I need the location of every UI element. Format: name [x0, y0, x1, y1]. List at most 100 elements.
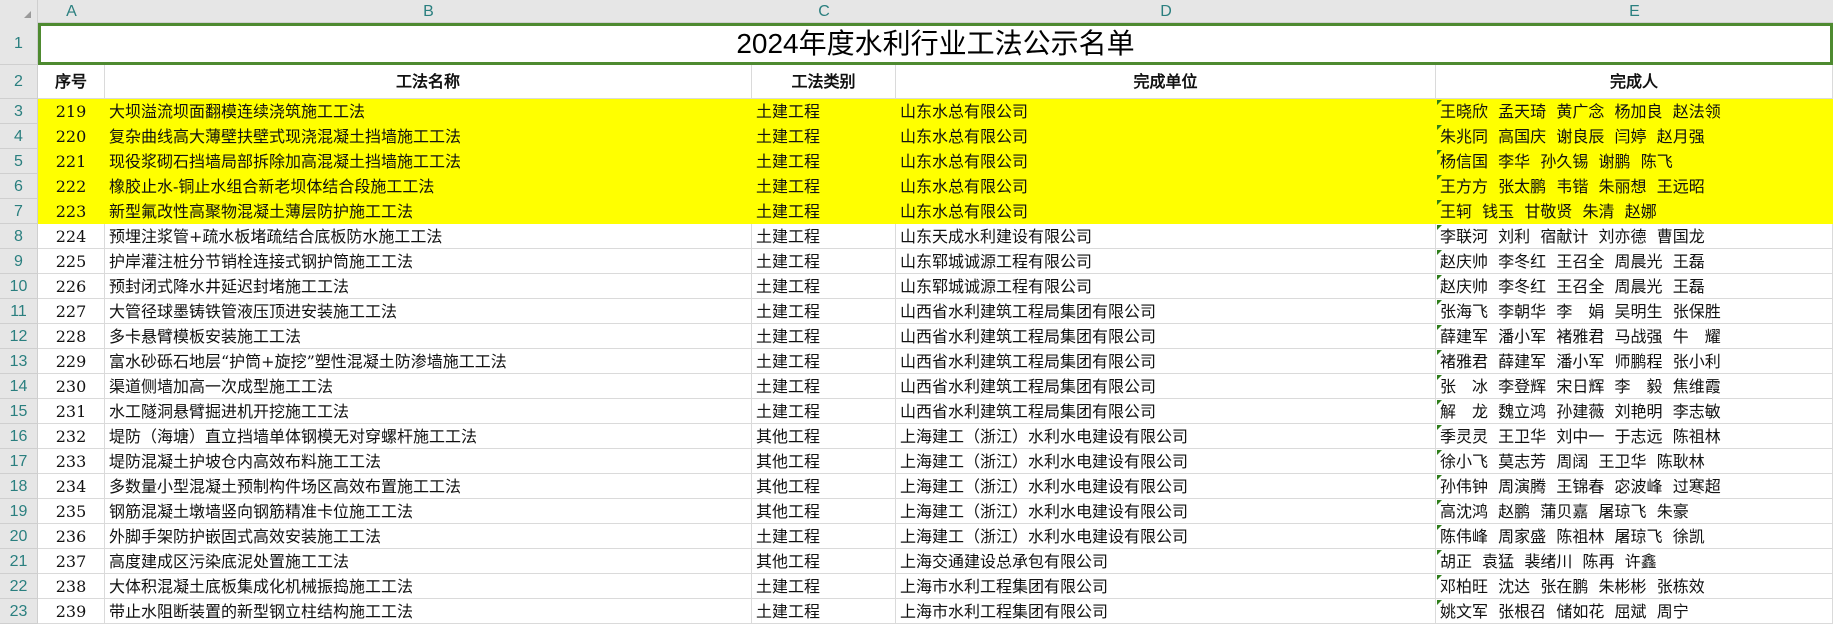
header-no[interactable]: 序号 [38, 65, 105, 99]
cell-no[interactable]: 235 [38, 499, 105, 524]
header-name[interactable]: 工法名称 [105, 65, 752, 99]
header-people[interactable]: 完成人 [1436, 65, 1833, 99]
cell-name[interactable]: 复杂曲线高大薄壁扶壁式现浇混凝土挡墙施工工法 [105, 124, 752, 149]
cell-no[interactable]: 230 [38, 374, 105, 399]
cell-unit[interactable]: 上海交通建设总承包有限公司 [896, 549, 1436, 574]
cell-unit[interactable]: 上海市水利工程集团有限公司 [896, 599, 1436, 624]
cell-name[interactable]: 新型氟改性高聚物混凝土薄层防护施工工法 [105, 199, 752, 224]
cell-no[interactable]: 220 [38, 124, 105, 149]
cell-unit[interactable]: 山西省水利建筑工程局集团有限公司 [896, 399, 1436, 424]
cell-category[interactable]: 土建工程 [752, 124, 896, 149]
cell-unit[interactable]: 上海建工（浙江）水利水电建设有限公司 [896, 524, 1436, 549]
cell-people[interactable]: 季灵灵 王卫华 刘中一 于志远 陈祖林 [1436, 424, 1833, 449]
row-header[interactable]: 3 [0, 99, 38, 124]
cell-category[interactable]: 土建工程 [752, 374, 896, 399]
cell-category[interactable]: 土建工程 [752, 99, 896, 124]
cell-category[interactable]: 土建工程 [752, 299, 896, 324]
cell-name[interactable]: 大体积混凝土底板集成化机械振捣施工工法 [105, 574, 752, 599]
cell-people[interactable]: 邓柏旺 沈达 张在鹏 朱彬彬 张栋效 [1436, 574, 1833, 599]
cell-no[interactable]: 236 [38, 524, 105, 549]
cell-no[interactable]: 225 [38, 249, 105, 274]
cell-people[interactable]: 陈伟峰 周家盛 陈祖林 屠琼飞 徐凯 [1436, 524, 1833, 549]
cell-people[interactable]: 姚文军 张根召 储如花 屈斌 周宁 [1436, 599, 1833, 624]
row-header[interactable]: 22 [0, 574, 38, 599]
cell-no[interactable]: 227 [38, 299, 105, 324]
cell-unit[interactable]: 上海建工（浙江）水利水电建设有限公司 [896, 424, 1436, 449]
cell-category[interactable]: 土建工程 [752, 224, 896, 249]
column-header-b[interactable]: B [105, 0, 752, 23]
cell-people[interactable]: 徐小飞 莫志芳 周阔 王卫华 陈耿林 [1436, 449, 1833, 474]
row-header[interactable]: 5 [0, 149, 38, 174]
cell-name[interactable]: 多卡悬臂模板安装施工工法 [105, 324, 752, 349]
row-header[interactable]: 19 [0, 499, 38, 524]
row-header[interactable]: 18 [0, 474, 38, 499]
row-header[interactable]: 14 [0, 374, 38, 399]
cell-no[interactable]: 224 [38, 224, 105, 249]
select-all-corner[interactable] [0, 0, 38, 23]
cell-no[interactable]: 222 [38, 174, 105, 199]
cell-name[interactable]: 钢筋混凝土墩墙竖向钢筋精准卡位施工工法 [105, 499, 752, 524]
cell-no[interactable]: 231 [38, 399, 105, 424]
cell-category[interactable]: 土建工程 [752, 199, 896, 224]
cell-no[interactable]: 239 [38, 599, 105, 624]
row-header[interactable]: 13 [0, 349, 38, 374]
cell-people[interactable]: 孙伟钟 周演腾 王锦春 宓波峰 过寒超 [1436, 474, 1833, 499]
cell-no[interactable]: 228 [38, 324, 105, 349]
cell-no[interactable]: 234 [38, 474, 105, 499]
cell-name[interactable]: 渠道侧墙加高一次成型施工工法 [105, 374, 752, 399]
cell-unit[interactable]: 山东水总有限公司 [896, 124, 1436, 149]
cell-unit[interactable]: 上海建工（浙江）水利水电建设有限公司 [896, 499, 1436, 524]
cell-name[interactable]: 带止水阻断装置的新型钢立柱结构施工工法 [105, 599, 752, 624]
row-header[interactable]: 15 [0, 399, 38, 424]
cell-people[interactable]: 赵庆帅 李冬红 王召全 周晨光 王磊 [1436, 249, 1833, 274]
row-header[interactable]: 6 [0, 174, 38, 199]
row-header[interactable]: 16 [0, 424, 38, 449]
cell-unit[interactable]: 山西省水利建筑工程局集团有限公司 [896, 374, 1436, 399]
cell-category[interactable]: 其他工程 [752, 499, 896, 524]
cell-no[interactable]: 237 [38, 549, 105, 574]
cell-unit[interactable]: 山东天成水利建设有限公司 [896, 224, 1436, 249]
cell-people[interactable]: 赵庆帅 李冬红 王召全 周晨光 王磊 [1436, 274, 1833, 299]
cell-people[interactable]: 解 龙 魏立鸿 孙建薇 刘艳明 李志敏 [1436, 399, 1833, 424]
cell-name[interactable]: 橡胶止水-铜止水组合新老坝体结合段施工工法 [105, 174, 752, 199]
cell-category[interactable]: 其他工程 [752, 549, 896, 574]
cell-no[interactable]: 221 [38, 149, 105, 174]
cell-people[interactable]: 朱兆同 高国庆 谢良辰 闫婷 赵月强 [1436, 124, 1833, 149]
row-header[interactable]: 11 [0, 299, 38, 324]
cell-unit[interactable]: 上海建工（浙江）水利水电建设有限公司 [896, 474, 1436, 499]
cell-unit[interactable]: 上海市水利工程集团有限公司 [896, 574, 1436, 599]
cell-category[interactable]: 土建工程 [752, 174, 896, 199]
cell-unit[interactable]: 上海建工（浙江）水利水电建设有限公司 [896, 449, 1436, 474]
row-header-2[interactable]: 2 [0, 65, 38, 99]
row-header-1[interactable]: 1 [0, 23, 38, 65]
cell-category[interactable]: 土建工程 [752, 524, 896, 549]
row-header[interactable]: 12 [0, 324, 38, 349]
cell-no[interactable]: 232 [38, 424, 105, 449]
column-header-c[interactable]: C [752, 0, 896, 23]
cell-unit[interactable]: 山西省水利建筑工程局集团有限公司 [896, 324, 1436, 349]
cell-category[interactable]: 土建工程 [752, 599, 896, 624]
cell-category[interactable]: 土建工程 [752, 324, 896, 349]
cell-category[interactable]: 其他工程 [752, 449, 896, 474]
cell-unit[interactable]: 山西省水利建筑工程局集团有限公司 [896, 299, 1436, 324]
cell-people[interactable]: 王方方 张太鹏 韦锴 朱丽想 王远昭 [1436, 174, 1833, 199]
cell-name[interactable]: 堤防混凝土护坡仓内高效布料施工工法 [105, 449, 752, 474]
cell-people[interactable]: 王晓欣 孟天琦 黄广念 杨加良 赵法领 [1436, 99, 1833, 124]
row-header[interactable]: 10 [0, 274, 38, 299]
cell-unit[interactable]: 山东水总有限公司 [896, 99, 1436, 124]
cell-name[interactable]: 外脚手架防护嵌固式高效安装施工工法 [105, 524, 752, 549]
cell-people[interactable]: 褚雅君 薛建军 潘小军 师鹏程 张小利 [1436, 349, 1833, 374]
row-header[interactable]: 4 [0, 124, 38, 149]
row-header[interactable]: 9 [0, 249, 38, 274]
cell-name[interactable]: 堤防（海塘）直立挡墙单体钢模无对穿螺杆施工工法 [105, 424, 752, 449]
cell-name[interactable]: 预埋注浆管+疏水板堵疏结合底板防水施工工法 [105, 224, 752, 249]
cell-people[interactable]: 杨信国 李华 孙久锡 谢鹏 陈飞 [1436, 149, 1833, 174]
cell-no[interactable]: 219 [38, 99, 105, 124]
cell-category[interactable]: 土建工程 [752, 249, 896, 274]
cell-name[interactable]: 大坝溢流坝面翻模连续浇筑施工工法 [105, 99, 752, 124]
cell-people[interactable]: 张海飞 李朝华 李 娟 吴明生 张保胜 [1436, 299, 1833, 324]
cell-unit[interactable]: 山东郓城诚源工程有限公司 [896, 274, 1436, 299]
cell-no[interactable]: 233 [38, 449, 105, 474]
cell-people[interactable]: 李联河 刘利 宿献计 刘亦德 曹国龙 [1436, 224, 1833, 249]
row-header[interactable]: 23 [0, 599, 38, 624]
